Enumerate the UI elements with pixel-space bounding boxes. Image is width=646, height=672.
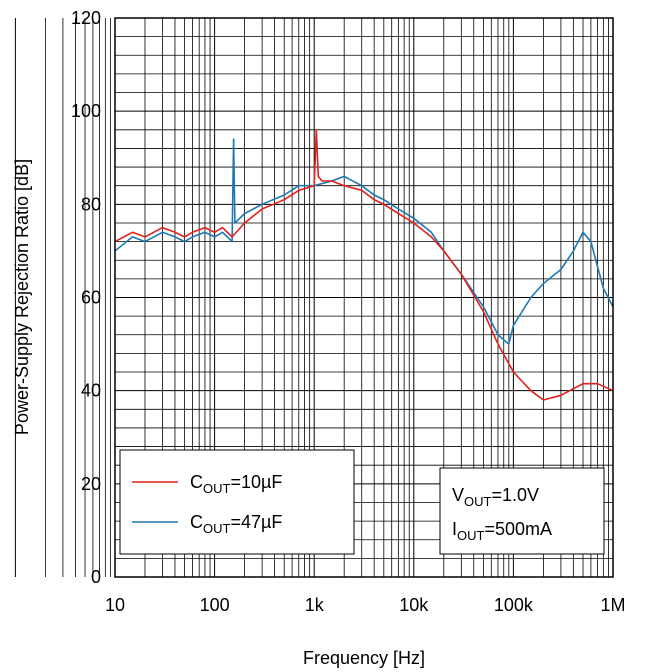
series-line-1 [114,138,614,345]
y-axis-label: Power-Supply Rejection Ratio [dB] [12,159,32,435]
y-tick-label: 20 [81,474,101,494]
legend-label-10uf-base: C [190,472,203,492]
x-axis-label: Frequency [Hz] [303,648,425,668]
vout-condition: VOUT=1.0V [452,485,539,509]
vout-sub: OUT [464,494,492,509]
legend-label-47uf-value: =47µF [230,512,282,532]
vout-value: =1.0V [491,485,539,505]
x-tick-label: 1M [600,595,625,615]
y-tick-label: 60 [81,288,101,308]
series-group [114,129,614,401]
legend-label-47uf: COUT=47µF [190,512,282,536]
legend-label-47uf-base: C [190,512,203,532]
x-tick-label: 10k [399,595,429,615]
iout-sub: OUT [457,528,485,543]
y-tick-label: 80 [81,194,101,214]
series-line-0 [114,129,614,401]
legend-box [119,449,355,555]
plot-frame [114,17,614,578]
y-tick-label: 120 [71,8,101,28]
conditions-frame [439,467,605,555]
legend-label-10uf: COUT=10µF [190,472,282,496]
vout-base: V [452,485,464,505]
iout-condition: IOUT=500mA [452,519,552,543]
legend-label-47uf-sub: OUT [203,521,231,536]
y-tick-label: 100 [71,101,101,121]
x-tick-label: 100 [200,595,230,615]
legend: COUT=10µF COUT=47µF [119,449,355,555]
x-tick-label: 10 [105,595,125,615]
iout-value: =500mA [484,519,552,539]
y-tick-label: 0 [91,567,101,587]
x-tick-labels: 10 100 1k 10k 100k 1M [105,595,626,615]
y-tick-labels: 0 20 40 60 80 100 120 [71,8,101,587]
x-tick-label: 100k [494,595,534,615]
x-tick-label: 1k [305,595,325,615]
conditions-box: VOUT=1.0V IOUT=500mA [439,467,605,555]
legend-label-10uf-sub: OUT [203,481,231,496]
y-tick-label: 40 [81,381,101,401]
iout-base: I [452,519,457,539]
legend-label-10uf-value: =10µF [230,472,282,492]
